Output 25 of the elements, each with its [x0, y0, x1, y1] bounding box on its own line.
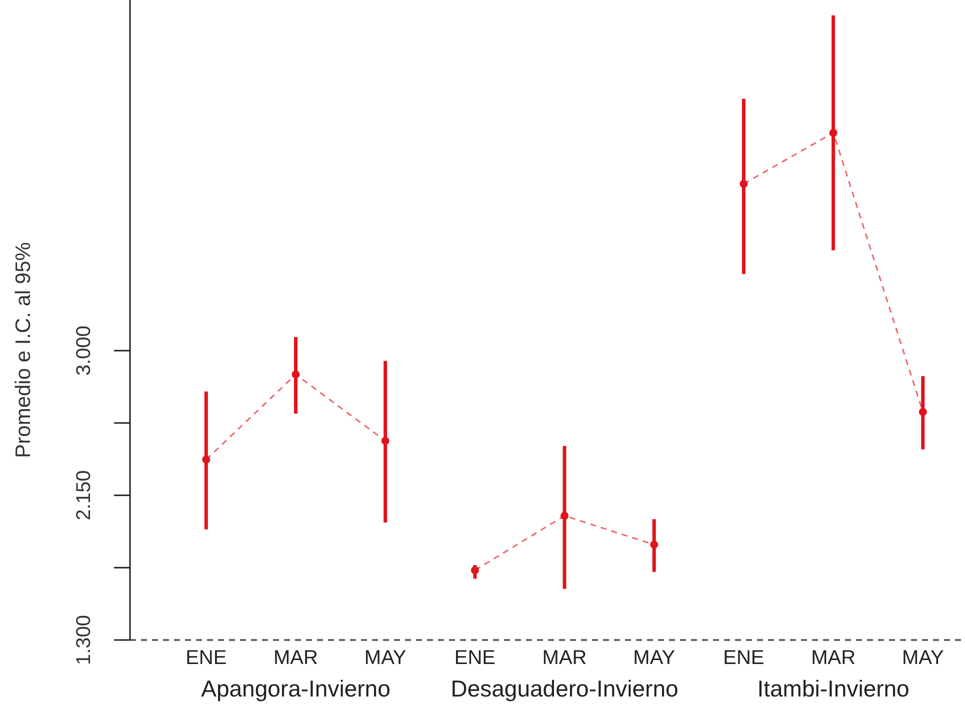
y-tick-label: 2.150 — [73, 470, 95, 520]
x-tick-label: MAR — [274, 647, 318, 670]
point — [560, 512, 569, 520]
x-tick-label: MAY — [902, 647, 944, 670]
text: Apangora-Invierno — [201, 675, 390, 702]
point — [740, 180, 748, 188]
point — [292, 370, 300, 378]
x-tick-label: ENE — [723, 647, 764, 670]
point — [470, 566, 479, 574]
x-tick-label: MAR — [811, 647, 856, 670]
x-tick-label: MAR — [542, 647, 587, 670]
point — [381, 436, 390, 445]
point — [829, 128, 838, 137]
point — [918, 408, 927, 416]
text: Desaguadero-Invierno — [450, 675, 678, 702]
text: Itambi-Invierno — [757, 675, 910, 702]
y-tick-label: 3.000 — [73, 326, 95, 376]
y-tick-label: 1.300 — [73, 614, 95, 666]
y-axis-title: Promedio e I.C. al 95% — [12, 242, 34, 458]
x-tick-label: MAY — [633, 647, 676, 670]
x-tick-label: MAY — [364, 647, 406, 670]
point — [650, 540, 658, 549]
x-tick-label: ENE — [454, 647, 496, 670]
x-tick-label: ENE — [186, 647, 227, 670]
point — [202, 456, 210, 464]
